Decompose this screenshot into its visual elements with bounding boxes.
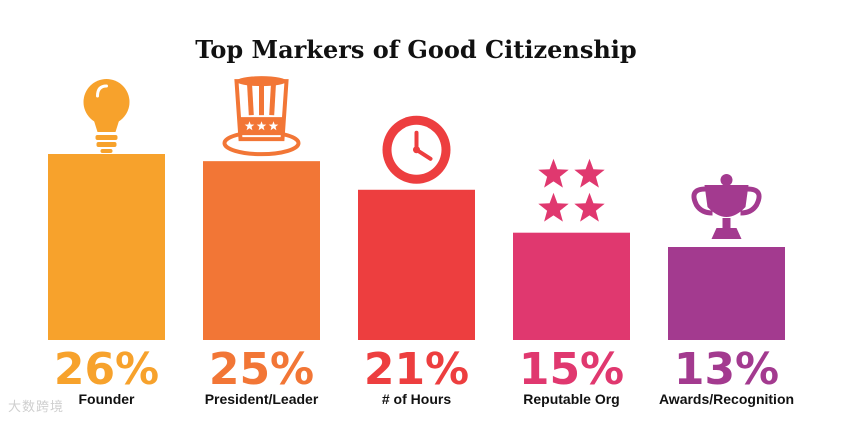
clock-icon	[382, 115, 451, 184]
bar-3	[513, 232, 630, 340]
uncle-sam-hat-icon	[222, 76, 301, 157]
hat-star-icon	[268, 121, 279, 131]
category-label-0: Founder	[79, 391, 136, 407]
bars-group	[48, 154, 785, 340]
category-label-1: President/Leader	[205, 391, 319, 407]
star-icon	[574, 158, 605, 188]
hat-star-icon	[244, 121, 255, 131]
stars-icon	[538, 158, 605, 222]
value-label-1: 25%	[209, 344, 314, 395]
bar-0	[48, 154, 165, 340]
hat-star-icon	[256, 121, 267, 131]
value-label-2: 21%	[364, 344, 469, 395]
value-label-3: 15%	[519, 344, 624, 395]
bar-2	[358, 189, 475, 340]
labels-group: 26%Founder 25%President/Leader 21%# of Hou…	[54, 344, 794, 407]
category-label-2: # of Hours	[382, 391, 451, 407]
bar-4	[668, 247, 785, 340]
category-label-4: Awards/Recognition	[659, 391, 794, 407]
star-icon	[538, 192, 569, 222]
value-label-4: 13%	[674, 344, 779, 395]
icons-group	[83, 76, 762, 239]
bar-1	[203, 161, 320, 340]
category-label-3: Reputable Org	[523, 391, 619, 407]
star-icon	[538, 158, 569, 188]
lightbulb-icon	[83, 79, 130, 153]
chart-title: Top Markers of Good Citizenship	[195, 35, 636, 64]
trophy-icon	[691, 174, 762, 239]
star-icon	[574, 192, 605, 222]
watermark: 大数跨境	[8, 400, 65, 415]
value-label-0: 26%	[54, 344, 159, 395]
